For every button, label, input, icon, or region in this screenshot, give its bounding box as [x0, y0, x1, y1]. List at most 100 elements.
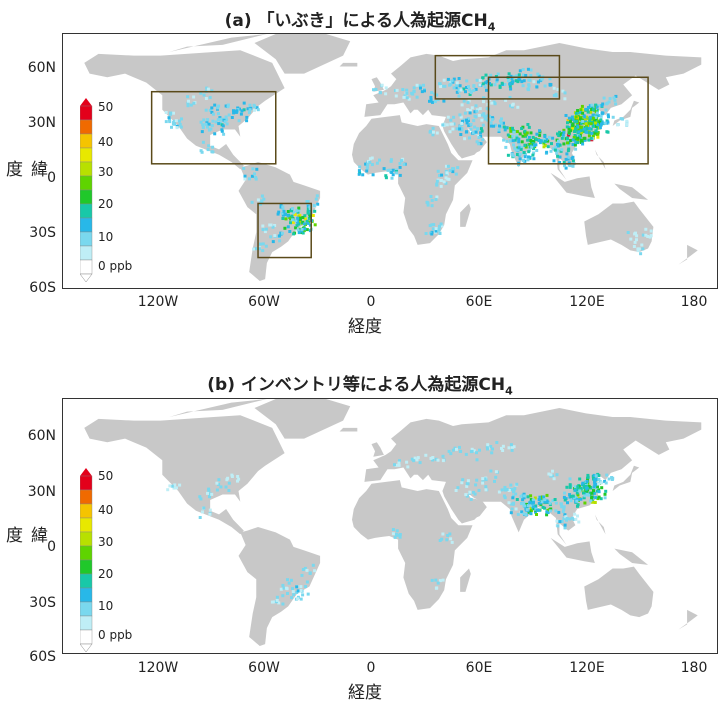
landmass-africa: [351, 115, 473, 245]
emission-pixel: [583, 485, 586, 489]
emission-pixel: [384, 174, 388, 178]
emission-pixel: [543, 135, 547, 138]
emission-pixel: [589, 136, 593, 140]
emission-pixel: [502, 138, 506, 142]
emission-pixel: [482, 112, 486, 116]
emission-pixel: [395, 529, 399, 533]
emission-pixel: [515, 136, 519, 140]
emission-pixel: [503, 485, 507, 489]
emission-pixel: [592, 124, 595, 128]
emission-pixel: [428, 99, 431, 103]
emission-pixel: [236, 475, 240, 478]
emission-pixel: [582, 127, 586, 131]
emission-pixel: [527, 150, 531, 154]
x-axis-title: 経度: [348, 683, 382, 703]
emission-pixel: [297, 222, 300, 226]
emission-pixel: [578, 477, 582, 481]
emission-pixel: [576, 504, 579, 508]
emission-pixel: [522, 504, 526, 508]
emission-pixel: [179, 125, 183, 129]
emission-pixel: [178, 483, 182, 487]
emission-pixel: [315, 194, 319, 198]
emission-pixel: [597, 478, 601, 481]
colorbar-min-arrow: [80, 273, 93, 282]
emission-pixel: [243, 174, 247, 178]
emission-pixel: [467, 123, 471, 127]
emission-pixel: [437, 227, 441, 231]
emission-pixel: [484, 485, 488, 489]
x-tick-60W: 60W: [248, 294, 280, 310]
emission-pixel: [366, 162, 370, 166]
emission-pixel: [484, 73, 488, 77]
emission-pixel: [489, 83, 493, 87]
emission-pixel: [445, 538, 449, 542]
emission-pixel: [588, 115, 592, 119]
emission-pixel: [480, 118, 484, 122]
emission-pixel: [502, 121, 505, 125]
emission-pixel: [438, 224, 441, 228]
emission-pixel: [281, 217, 285, 220]
emission-pixel: [259, 242, 262, 246]
emission-pixel: [571, 164, 575, 168]
emission-pixel: [574, 517, 578, 521]
emission-pixel: [478, 448, 481, 452]
emission-pixel: [495, 441, 499, 444]
emission-pixel: [441, 454, 445, 458]
emission-pixel: [390, 176, 394, 180]
emission-pixel: [405, 88, 409, 92]
emission-pixel: [457, 89, 461, 93]
emission-pixel: [436, 458, 440, 462]
emission-pixel: [474, 130, 478, 134]
emission-pixel: [357, 172, 361, 176]
emission-pixel: [587, 127, 591, 130]
emission-pixel: [390, 171, 394, 174]
emission-pixel: [260, 194, 264, 198]
emission-pixel: [486, 118, 489, 122]
emission-pixel: [439, 222, 443, 226]
emission-pixel: [532, 505, 536, 509]
emission-pixel: [186, 95, 190, 99]
emission-pixel: [588, 119, 592, 123]
emission-pixel: [393, 535, 397, 539]
emission-pixel: [523, 494, 527, 498]
emission-pixel: [492, 124, 496, 128]
emission-pixel: [164, 120, 168, 124]
emission-pixel: [172, 111, 175, 115]
x-tick-60E: 60E: [465, 294, 493, 310]
emission-pixel: [592, 491, 596, 495]
emission-pixel: [281, 205, 285, 209]
emission-pixel: [579, 111, 582, 115]
emission-pixel: [515, 482, 519, 486]
emission-pixel: [524, 145, 528, 149]
emission-pixel: [200, 130, 204, 134]
emission-pixel: [469, 91, 473, 94]
emission-pixel: [225, 122, 229, 126]
emission-pixel: [472, 119, 476, 123]
emission-pixel: [549, 149, 553, 153]
emission-pixel: [402, 163, 406, 166]
emission-pixel: [489, 121, 493, 125]
emission-pixel: [290, 209, 293, 213]
emission-pixel: [426, 201, 430, 205]
emission-pixel: [441, 578, 445, 582]
emission-pixel: [585, 130, 589, 134]
emission-pixel: [468, 111, 472, 115]
emission-pixel: [299, 589, 303, 592]
emission-pixel: [452, 115, 456, 119]
emission-pixel: [567, 161, 571, 165]
emission-pixel: [551, 469, 554, 473]
emission-pixel: [465, 79, 469, 83]
emission-pixel: [571, 494, 575, 498]
emission-pixel: [567, 147, 571, 151]
emission-pixel: [591, 108, 595, 112]
emission-pixel: [563, 491, 567, 495]
emission-pixel: [552, 94, 556, 97]
emission-pixel: [271, 240, 275, 244]
emission-pixel: [576, 493, 580, 497]
emission-pixel: [462, 99, 466, 103]
emission-pixel: [280, 231, 284, 235]
emission-pixel: [494, 475, 498, 479]
emission-pixel: [507, 446, 511, 450]
emission-pixel: [215, 481, 219, 485]
emission-pixel: [509, 104, 512, 108]
